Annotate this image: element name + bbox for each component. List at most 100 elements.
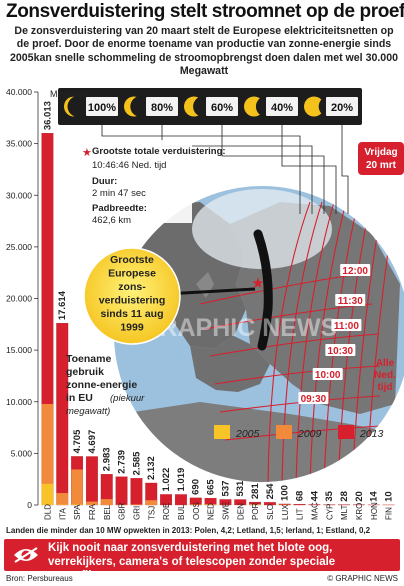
bar-2013-BUL: [174, 494, 187, 506]
phase-label: 80%: [151, 102, 173, 114]
value-label-NED: 665: [206, 479, 217, 496]
value-label-SWE: 537: [220, 481, 231, 497]
x-tick-GBR: GBR: [118, 502, 127, 520]
phase-label: 100%: [88, 102, 116, 114]
y-tick-label: 0: [27, 500, 32, 510]
x-tick-FIN: FIN: [385, 507, 394, 520]
toename-line-4: in EU: [66, 392, 93, 404]
bar-2009-ITA: [56, 493, 69, 505]
time-label-box: [312, 368, 343, 380]
value-label-KRO: 20: [354, 491, 365, 502]
pad-value: 462,6 km: [92, 215, 131, 226]
time-labels: 09:30 10:00 10:30 11:00 11:30 12:00: [298, 264, 371, 405]
phase-connector: [161, 116, 313, 214]
legend: 2005 2009 2013: [214, 425, 384, 440]
credit: © GRAPHIC NEWS: [327, 574, 398, 583]
max-eclipse-star: ★: [251, 275, 264, 292]
value-label-GRI: 2.585: [131, 451, 142, 475]
value-label-FIN: 10: [384, 491, 395, 502]
time-label: 11:00: [334, 321, 359, 332]
bar-2009-GRI: [130, 504, 143, 505]
phase-label: 40%: [271, 102, 293, 114]
value-label-POR: 281: [250, 483, 261, 500]
duur-value: 2 min 47 sec: [92, 188, 146, 199]
y-axis-label: Megawatt: [50, 89, 90, 99]
phase-label: 60%: [211, 102, 233, 114]
bubble-line: 1999: [120, 322, 144, 334]
x-tick-MLT: MLT: [340, 504, 349, 520]
y-tick-label: 30.000: [6, 190, 32, 200]
toename-line-1: Toename: [66, 353, 111, 365]
value-label-LUX: 100: [280, 485, 291, 501]
value-label-MAC: 44: [309, 490, 320, 501]
eclipse-bands: [199, 201, 395, 482]
eclipse-info-box: ★ Grootste totale verduistering: 10:46:4…: [82, 140, 226, 226]
toename-line-3: zonne-energie: [66, 379, 137, 391]
y-tick-label: 5.000: [11, 448, 33, 458]
arrow-icon: [56, 354, 62, 362]
bar-2009-FRA: [86, 501, 98, 505]
ned-tijd-line: Alle: [376, 358, 395, 369]
value-label-OOS: 690: [191, 479, 202, 495]
x-tick-SPA: SPA: [73, 504, 82, 520]
x-tick-BUL: BUL: [177, 504, 186, 520]
totality-path: [253, 229, 273, 351]
bar-2013-LIT: [293, 504, 306, 506]
x-tick-ROE: ROE: [162, 503, 171, 520]
footnote: Landen die minder dan 10 MW opwekten in …: [6, 526, 371, 535]
x-tick-DLD: DLD: [43, 504, 52, 520]
bar-2009-BEL: [100, 499, 113, 505]
date-badge: Vrijdag 20 mrt: [358, 142, 404, 175]
phase-connector: [221, 116, 325, 214]
toename-line-2: gebruik: [66, 366, 104, 378]
legend-swatch-2013: [338, 425, 354, 439]
phase-label-box: [86, 97, 118, 116]
legend-label-2013: 2013: [359, 428, 384, 440]
ned-tijd-line: tijd: [378, 382, 393, 393]
time-label: 10:00: [315, 370, 341, 381]
time-label: 09:30: [301, 394, 327, 405]
pad-label: Padbreedte:: [92, 203, 147, 214]
duur-label: Duur:: [92, 176, 117, 187]
eye-icon: [14, 547, 38, 563]
x-tick-LIT: LIT: [296, 508, 305, 520]
x-tick-POR: POR: [251, 502, 260, 520]
intro-text: De zonsverduistering van 20 maart stelt …: [10, 25, 398, 78]
sun-phase-icon: [304, 96, 324, 117]
x-tick-GRI: GRI: [132, 506, 141, 520]
x-tick-SWE: SWE: [221, 502, 230, 520]
bar-2005-DLD: [41, 483, 54, 505]
y-tick-label: 40.000: [6, 87, 32, 97]
page-title: Zonsverduistering stelt stroomnet op de …: [6, 1, 404, 22]
value-label-SPA: 4.705: [72, 429, 83, 453]
x-tick-KRO: KRO: [355, 503, 364, 520]
x-tick-NED: NED: [207, 503, 216, 520]
value-label-GBR: 2.739: [117, 450, 128, 474]
max-title: Grootste totale verduistering:: [92, 146, 226, 157]
x-tick-LUX: LUX: [281, 504, 290, 520]
phase-label-box: [206, 97, 238, 116]
x-tick-ITA: ITA: [58, 507, 67, 520]
max-time: 10:46:46 Ned. tijd: [92, 160, 166, 171]
x-tick-BEL: BEL: [103, 504, 112, 520]
value-label-HON: 14: [369, 491, 380, 502]
x-tick-HON: HON: [370, 502, 379, 520]
time-label-box: [335, 294, 366, 306]
value-label-BUL: 1.019: [176, 468, 187, 492]
x-tick-OOS: OOS: [192, 502, 201, 520]
time-label-box: [325, 344, 356, 356]
date-badge-date: 20 mrt: [366, 160, 397, 171]
y-tick-label: 10.000: [6, 397, 32, 407]
x-tick-DEN: DEN: [236, 503, 245, 520]
value-labels: 36.013 17.614 4.705 4.697 2.983 2.739 2.585 2.1…: [42, 101, 394, 502]
bar-2009-POR: [249, 503, 261, 505]
bar-2009-SPA: [71, 469, 83, 505]
phase-label-box: [146, 97, 178, 116]
bar-2013-GBR: [115, 476, 128, 506]
warning-banner: Kijk nooit naar zonsverduistering met he…: [4, 539, 400, 582]
bubble-line: sinds 11 aug: [100, 308, 163, 320]
time-label: 12:00: [342, 266, 368, 277]
ned-tijd-line: Ned.: [374, 370, 396, 381]
legend-swatch-2009: [276, 425, 292, 439]
